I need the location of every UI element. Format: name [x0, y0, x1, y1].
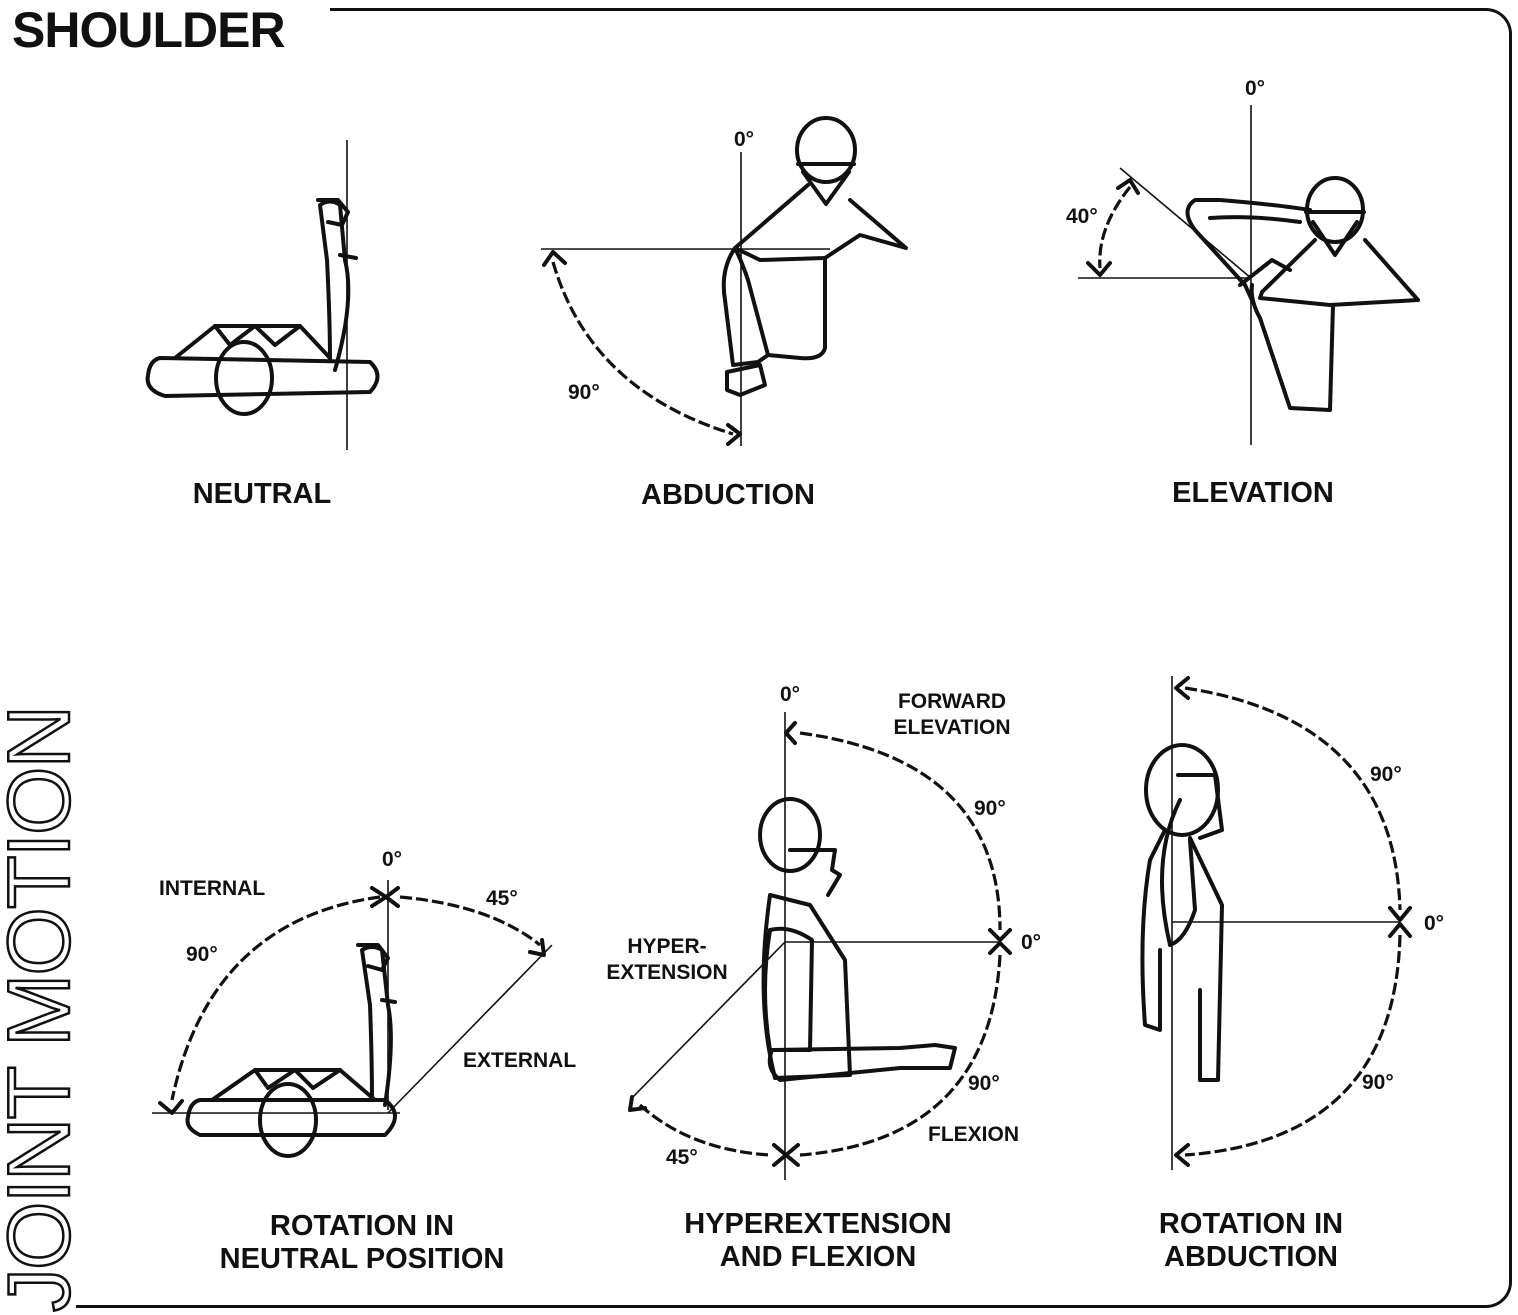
- rotation-neutral-internal-label: INTERNAL: [159, 877, 266, 900]
- caption-abduction: ABDUCTION: [641, 479, 815, 511]
- rotation-abduction-zero-label: 0°: [1424, 912, 1445, 935]
- figure-rotation-abduction: [1140, 676, 1412, 1170]
- rotation-abduction-upper-angle: 90°: [1370, 763, 1402, 786]
- hyperextension-forward-line1: FORWARD: [897, 690, 1007, 713]
- page-heading: SHOULDER: [12, 2, 286, 58]
- rotation-neutral-zero-label: 0°: [381, 848, 403, 871]
- rotation-neutral-external-angle: 45°: [486, 887, 518, 910]
- hyperextension-upper-angle: 90°: [974, 797, 1006, 820]
- caption-rotation-neutral-line2: NEUTRAL POSITION: [219, 1243, 505, 1275]
- hyperextension-forward-line2: ELEVATION: [893, 716, 1011, 739]
- abduction-angle-label: 90°: [568, 381, 600, 404]
- figure-rotation-neutral: [152, 880, 553, 1158]
- caption-rotation-neutral: ROTATION IN NEUTRAL POSITION: [220, 1210, 505, 1276]
- figure-elevation: [1078, 105, 1420, 445]
- hyperextension-hyper-line2: EXTENSION: [606, 961, 728, 984]
- figure-abduction: [541, 116, 908, 446]
- hyperextension-forward-label: FORWARD ELEVATION: [893, 689, 1010, 741]
- hyperextension-hyper-label: HYPER- EXTENSION: [606, 934, 727, 986]
- rotation-neutral-external-label: EXTERNAL: [463, 1049, 577, 1072]
- hyperextension-flexion-label: FLEXION: [928, 1123, 1020, 1146]
- caption-elevation: ELEVATION: [1172, 477, 1334, 509]
- caption-neutral: NEUTRAL: [192, 478, 332, 510]
- elevation-angle-label: 40°: [1066, 205, 1098, 228]
- hyperextension-hyper-line1: HYPER-: [627, 935, 707, 958]
- hyperextension-zero-top-label: 0°: [779, 683, 801, 706]
- hyperextension-zero-side-label: 0°: [1021, 931, 1042, 954]
- caption-rotation-neutral-line1: ROTATION IN: [269, 1210, 455, 1242]
- caption-rotation-abduction-line1: ROTATION IN: [1158, 1208, 1344, 1240]
- figure-neutral: [145, 140, 380, 450]
- hyperextension-lower-angle: 90°: [968, 1072, 1000, 1095]
- rotation-abduction-lower-angle: 90°: [1362, 1071, 1394, 1094]
- elevation-zero-label: 0°: [1244, 77, 1266, 100]
- caption-hyperextension-line2: AND FLEXION: [719, 1241, 917, 1273]
- caption-rotation-abduction: ROTATION IN ABDUCTION: [1159, 1208, 1343, 1274]
- abduction-zero-label: 0°: [733, 128, 755, 151]
- page-frame: [76, 8, 1512, 1308]
- caption-hyperextension-line1: HYPEREXTENSION: [684, 1208, 952, 1240]
- caption-rotation-abduction-line2: ABDUCTION: [1164, 1241, 1338, 1273]
- rotation-neutral-internal-angle: 90°: [186, 943, 218, 966]
- heading-backdrop: [0, 0, 330, 60]
- caption-hyperextension: HYPEREXTENSION AND FLEXION: [684, 1208, 952, 1274]
- figure-hyperextension: [628, 712, 1012, 1180]
- hyperextension-hyper-angle: 45°: [666, 1146, 698, 1169]
